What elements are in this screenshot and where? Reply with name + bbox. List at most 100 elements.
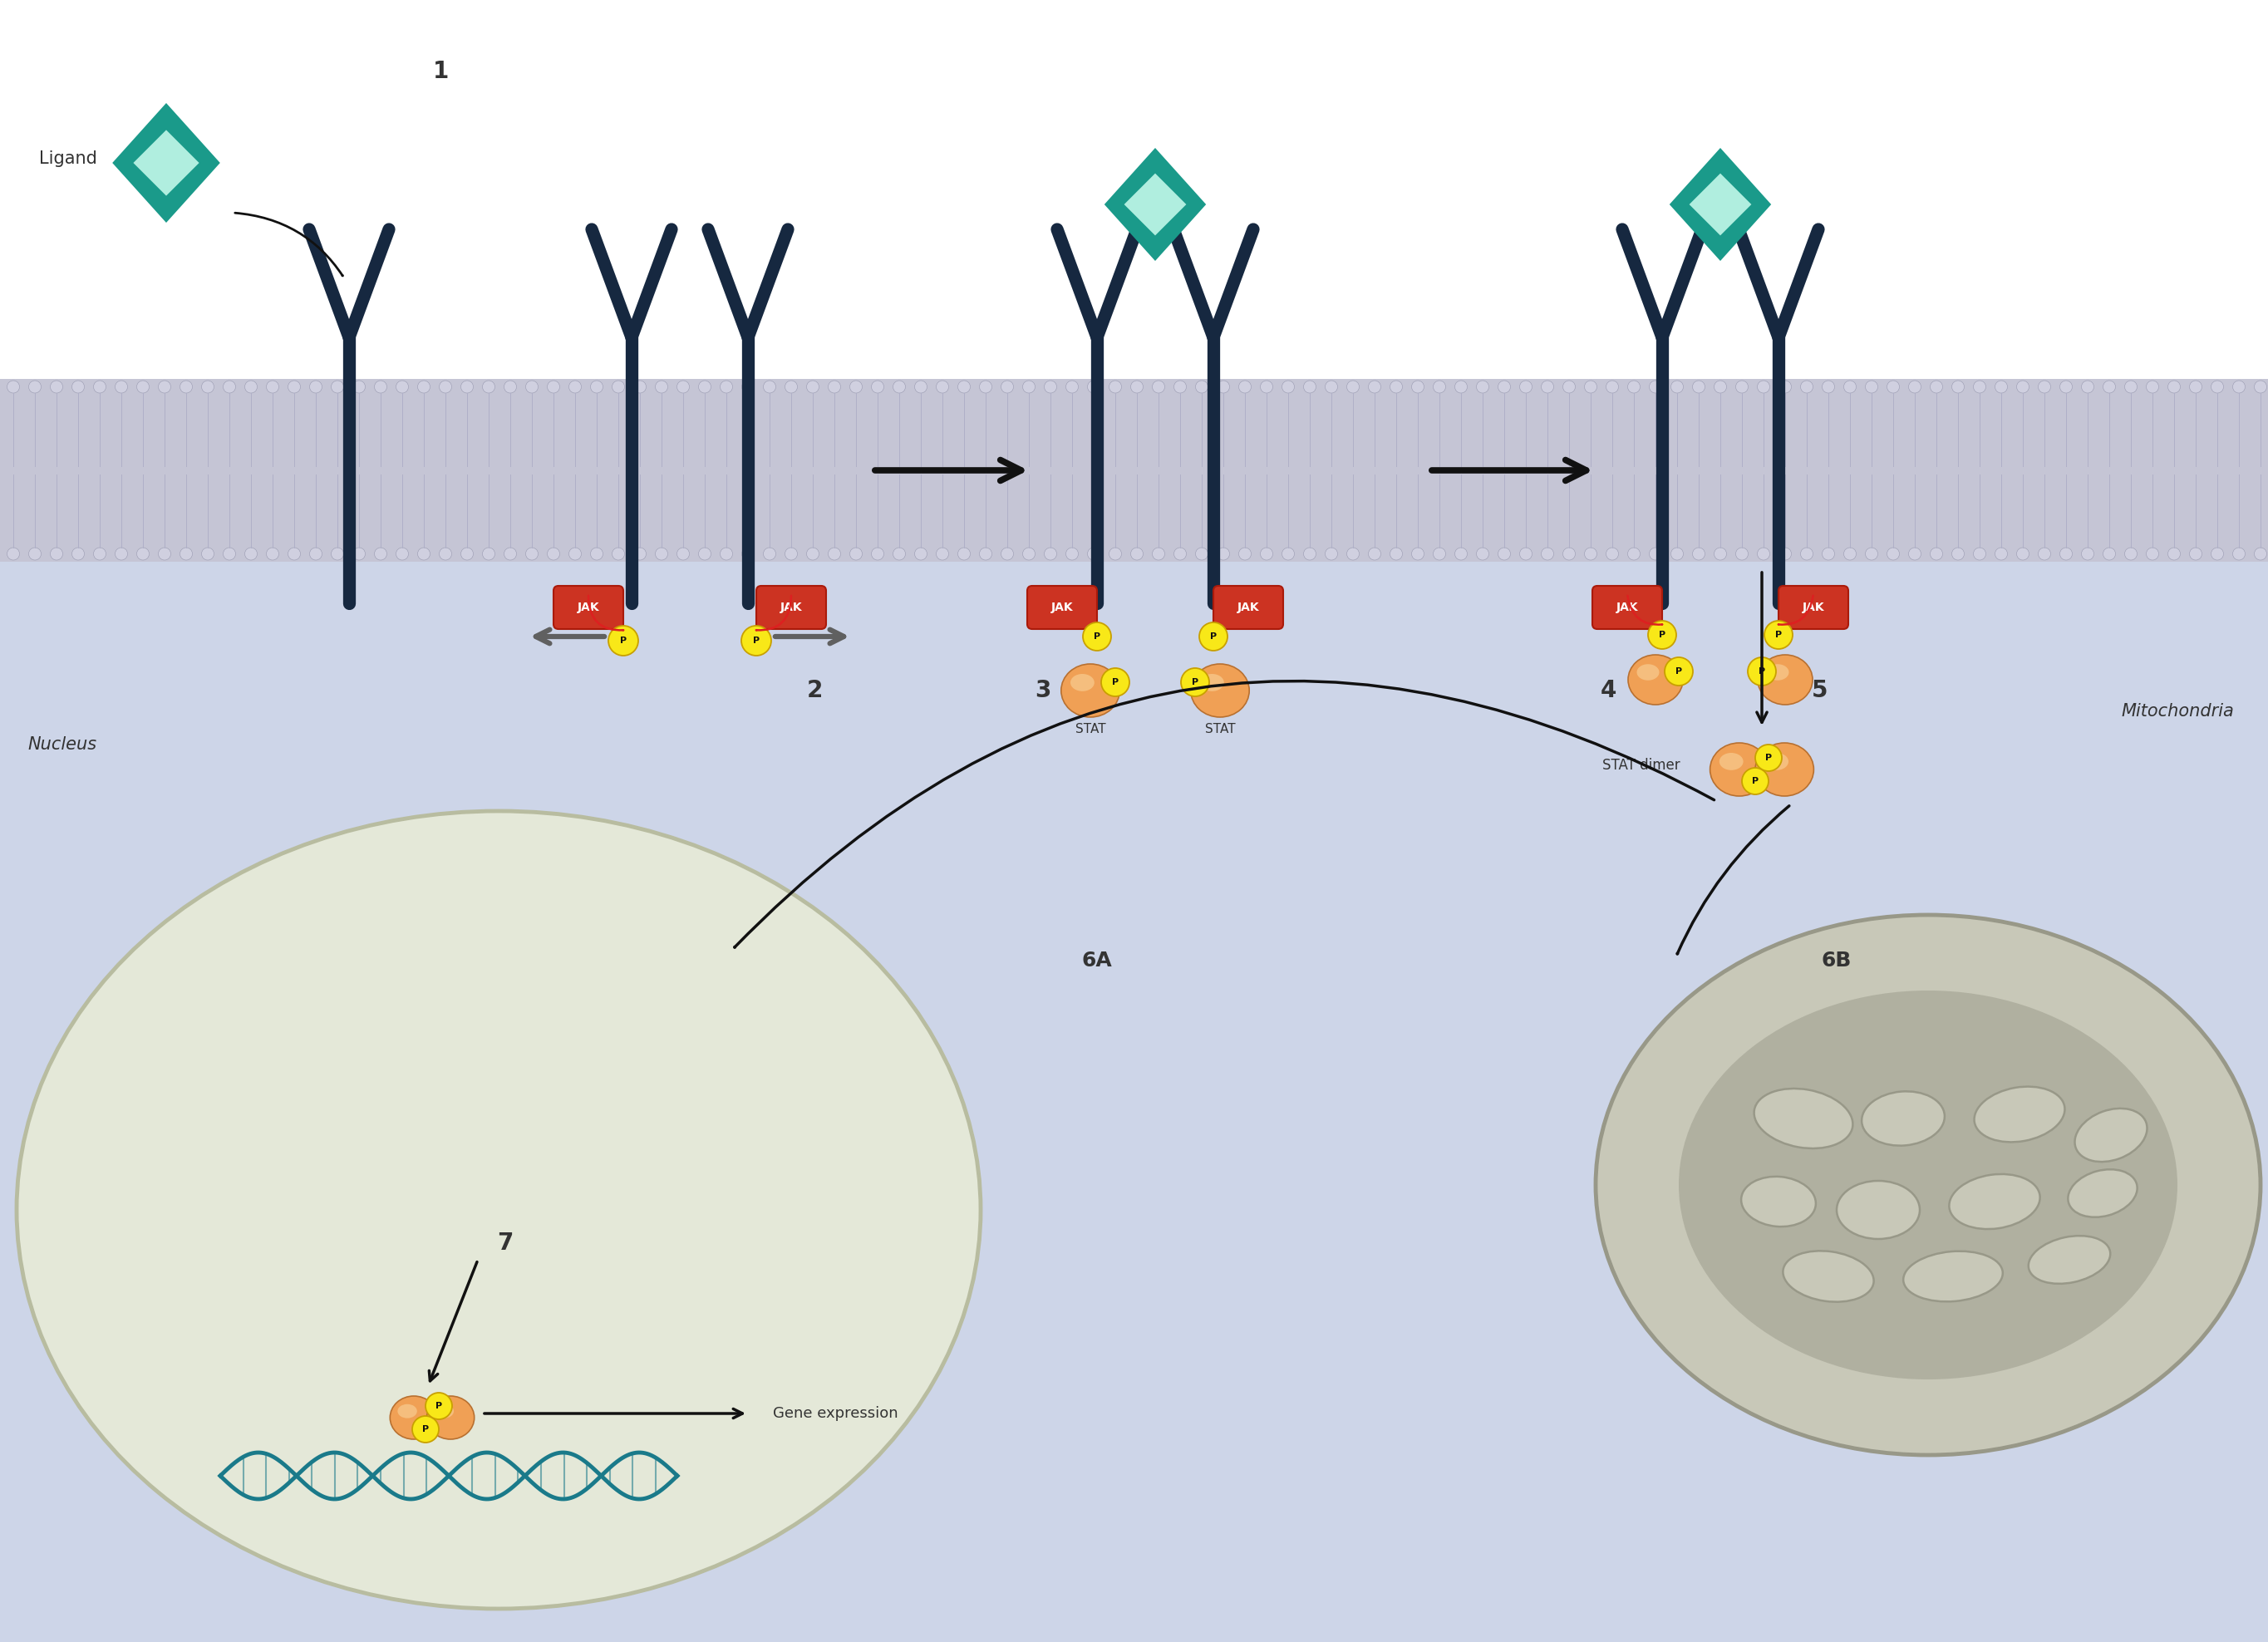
Circle shape xyxy=(1715,548,1726,560)
Circle shape xyxy=(1304,381,1315,392)
Text: P: P xyxy=(1191,678,1198,686)
Circle shape xyxy=(1973,548,1987,560)
Text: P: P xyxy=(1211,632,1216,640)
Circle shape xyxy=(503,548,517,560)
Circle shape xyxy=(93,548,107,560)
Circle shape xyxy=(2232,381,2245,392)
Ellipse shape xyxy=(1061,663,1120,718)
Circle shape xyxy=(483,548,494,560)
Circle shape xyxy=(1910,381,1921,392)
Ellipse shape xyxy=(1710,742,1769,796)
Circle shape xyxy=(1476,548,1488,560)
Circle shape xyxy=(1218,548,1229,560)
Circle shape xyxy=(699,548,710,560)
Circle shape xyxy=(426,1392,451,1419)
Circle shape xyxy=(1953,548,1964,560)
Circle shape xyxy=(179,381,193,392)
Circle shape xyxy=(2102,381,2116,392)
Text: Gene expression: Gene expression xyxy=(773,1406,898,1420)
Ellipse shape xyxy=(1837,1181,1919,1240)
Circle shape xyxy=(1672,381,1683,392)
Circle shape xyxy=(1000,548,1014,560)
Text: Ligand: Ligand xyxy=(39,151,98,167)
Circle shape xyxy=(721,548,733,560)
Circle shape xyxy=(1023,381,1034,392)
Ellipse shape xyxy=(1765,754,1789,770)
Circle shape xyxy=(850,548,862,560)
Circle shape xyxy=(460,381,474,392)
Circle shape xyxy=(2082,381,2093,392)
Circle shape xyxy=(136,381,150,392)
Circle shape xyxy=(397,548,408,560)
Ellipse shape xyxy=(1783,1251,1873,1302)
Circle shape xyxy=(245,381,256,392)
Ellipse shape xyxy=(1191,663,1250,718)
Text: P: P xyxy=(435,1402,442,1410)
Circle shape xyxy=(1606,381,1619,392)
Circle shape xyxy=(1454,548,1467,560)
Circle shape xyxy=(1102,668,1129,696)
Ellipse shape xyxy=(433,1404,454,1419)
Ellipse shape xyxy=(1637,663,1660,680)
Circle shape xyxy=(1864,548,1878,560)
Circle shape xyxy=(1585,548,1597,560)
Circle shape xyxy=(1238,548,1252,560)
Text: STAT dimer: STAT dimer xyxy=(1603,759,1681,773)
Circle shape xyxy=(374,548,388,560)
Circle shape xyxy=(742,548,755,560)
Circle shape xyxy=(1132,381,1143,392)
Circle shape xyxy=(764,548,776,560)
Circle shape xyxy=(1844,548,1855,560)
Circle shape xyxy=(1152,548,1166,560)
Text: P: P xyxy=(1751,777,1758,785)
Circle shape xyxy=(633,548,646,560)
Circle shape xyxy=(1542,548,1554,560)
Circle shape xyxy=(785,381,798,392)
Circle shape xyxy=(245,548,256,560)
Circle shape xyxy=(50,381,64,392)
Circle shape xyxy=(937,381,948,392)
Text: JAK: JAK xyxy=(1050,601,1073,612)
Circle shape xyxy=(1649,381,1662,392)
Text: 1: 1 xyxy=(433,59,449,84)
Circle shape xyxy=(2232,548,2245,560)
Circle shape xyxy=(569,381,581,392)
Circle shape xyxy=(1195,548,1209,560)
Circle shape xyxy=(222,381,236,392)
Circle shape xyxy=(1910,548,1921,560)
Circle shape xyxy=(397,381,408,392)
Text: STAT: STAT xyxy=(1204,724,1236,736)
Polygon shape xyxy=(134,130,200,195)
Circle shape xyxy=(1497,548,1510,560)
Circle shape xyxy=(807,381,819,392)
Ellipse shape xyxy=(397,1404,417,1419)
Circle shape xyxy=(29,381,41,392)
Text: P: P xyxy=(1093,632,1100,640)
Circle shape xyxy=(612,381,624,392)
Circle shape xyxy=(1953,381,1964,392)
Circle shape xyxy=(2125,381,2136,392)
Circle shape xyxy=(202,548,213,560)
Circle shape xyxy=(159,381,170,392)
Circle shape xyxy=(699,381,710,392)
Ellipse shape xyxy=(1678,990,2177,1379)
Circle shape xyxy=(2039,548,2050,560)
Circle shape xyxy=(1281,548,1295,560)
Circle shape xyxy=(914,548,928,560)
Circle shape xyxy=(1497,381,1510,392)
Circle shape xyxy=(354,548,365,560)
Text: 2: 2 xyxy=(807,678,823,703)
Ellipse shape xyxy=(390,1396,438,1440)
Bar xyxy=(0,0,2268,379)
Circle shape xyxy=(1043,548,1057,560)
Text: P: P xyxy=(1765,754,1771,762)
Circle shape xyxy=(93,381,107,392)
Circle shape xyxy=(1304,548,1315,560)
Circle shape xyxy=(590,381,603,392)
Text: Mitochondria: Mitochondria xyxy=(2121,703,2234,719)
Circle shape xyxy=(1628,548,1640,560)
Circle shape xyxy=(1390,548,1402,560)
Circle shape xyxy=(828,381,841,392)
Circle shape xyxy=(1765,621,1792,649)
Circle shape xyxy=(2102,548,2116,560)
